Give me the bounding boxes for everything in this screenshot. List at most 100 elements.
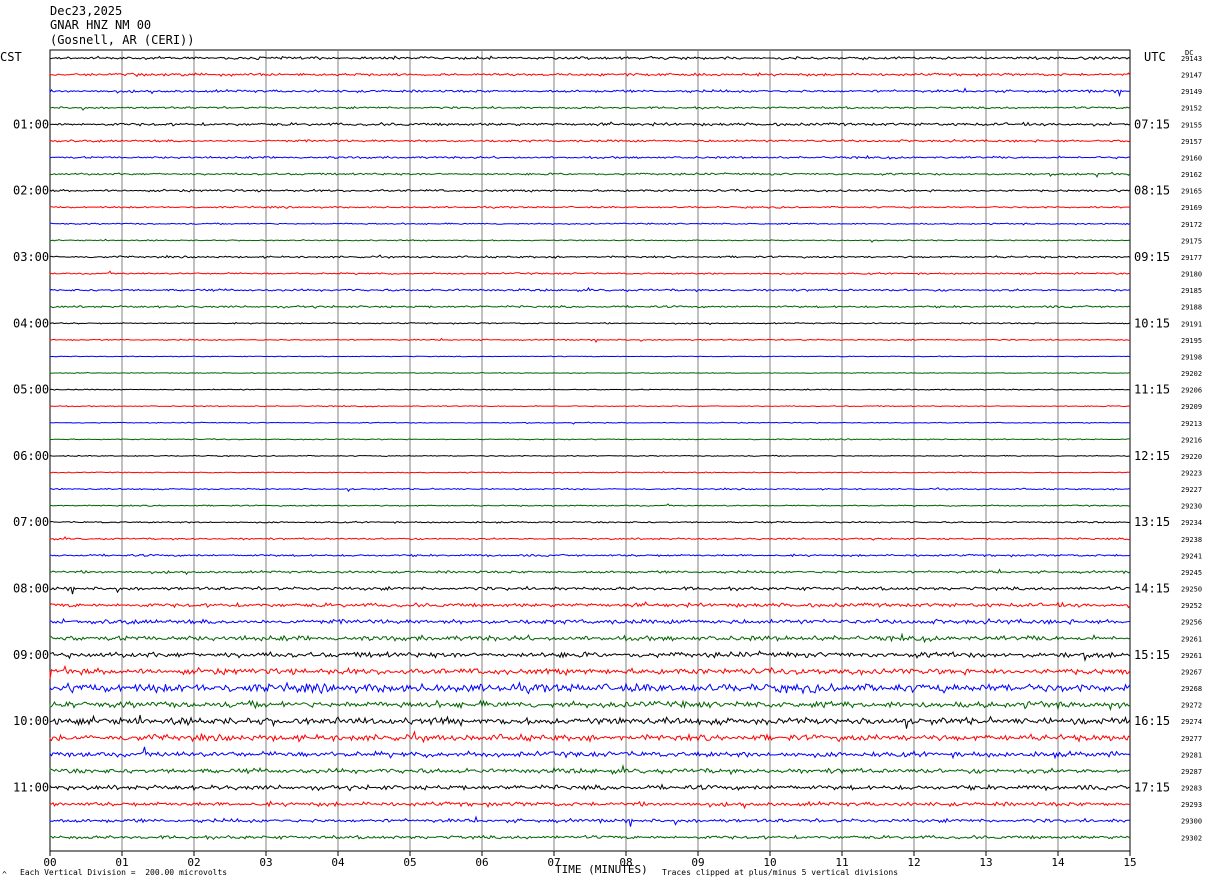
trace-line (49, 454, 1131, 458)
trace-line (49, 764, 1131, 776)
trace-line (49, 286, 1131, 293)
right-hour-label: 09:15 (1134, 250, 1170, 264)
left-hour-label: 01:00 (13, 117, 49, 131)
trace-line (49, 171, 1131, 178)
trace-line (49, 553, 1131, 558)
trace-line (49, 601, 1131, 609)
right-hour-label: 10:15 (1134, 316, 1170, 330)
trace-line (49, 632, 1131, 644)
x-tick-label: 01 (115, 856, 128, 869)
dc-offset-label: 29267 (1181, 668, 1202, 676)
dc-offset-label: 29256 (1181, 619, 1202, 627)
dc-offset-label: 29281 (1181, 751, 1202, 759)
trace-line (49, 355, 1131, 358)
dc-offset-label: 29252 (1181, 602, 1202, 610)
dc-offset-label: 29162 (1181, 171, 1202, 179)
dc-offset-label: 29302 (1181, 834, 1202, 842)
corner-mark: ^ (2, 870, 7, 879)
right-hour-label: 12:15 (1134, 449, 1170, 463)
trace-line (49, 105, 1131, 111)
trace-line (49, 585, 1131, 595)
trace-line (49, 650, 1131, 662)
trace-line (49, 388, 1131, 391)
x-tick-label: 07 (547, 856, 560, 869)
dc-offset-label: 29293 (1181, 801, 1202, 809)
left-hour-label: 09:00 (13, 648, 49, 662)
dc-offset-label: 29261 (1181, 635, 1202, 643)
dc-offset-label: 29209 (1181, 403, 1202, 411)
left-hour-label: 02:00 (13, 184, 49, 198)
x-tick-label: 05 (403, 856, 416, 869)
dc-offset-label: 29220 (1181, 453, 1202, 461)
left-timezone-label: CST (0, 50, 22, 64)
x-tick-label: 13 (979, 856, 992, 869)
trace-line (49, 404, 1131, 408)
dc-offset-label: 29165 (1181, 188, 1202, 196)
trace-line (49, 222, 1131, 226)
trace-line (49, 121, 1131, 127)
trace-line (49, 55, 1131, 61)
x-tick-label: 11 (835, 856, 848, 869)
x-tick-label: 15 (1123, 856, 1136, 869)
dc-offset-label: 29149 (1181, 88, 1202, 96)
x-tick-label: 04 (331, 856, 345, 869)
x-tick-label: 10 (763, 856, 776, 869)
dc-offset-label: 29223 (1181, 470, 1202, 478)
dc-offset-label: 29213 (1181, 420, 1202, 428)
dc-offset-label: 29188 (1181, 304, 1202, 312)
trace-line (49, 421, 1131, 425)
x-tick-label: 08 (619, 856, 632, 869)
dc-offset-label: 29198 (1181, 353, 1202, 361)
dc-offset-label: 29160 (1181, 154, 1202, 162)
right-hour-label: 11:15 (1134, 383, 1170, 397)
trace-line (49, 205, 1131, 210)
trace-line (49, 681, 1131, 695)
trace-line (49, 72, 1131, 78)
dc-offset-label: 29152 (1181, 105, 1202, 113)
x-tick-label: 00 (43, 856, 56, 869)
chart-date: Dec23,2025 (50, 4, 123, 18)
clip-note: Traces clipped at plus/minus 5 vertical … (662, 868, 899, 877)
dc-offset-label: 29195 (1181, 337, 1202, 345)
dc-offset-label: 29202 (1181, 370, 1202, 378)
trace-line (49, 714, 1131, 729)
left-hour-label: 06:00 (13, 449, 49, 463)
x-tick-label: 02 (187, 856, 200, 869)
dc-offset-label: 29238 (1181, 536, 1202, 544)
dc-offset-label: 29227 (1181, 486, 1202, 494)
trace-line (49, 337, 1131, 343)
x-axis-title: TIME (MINUTES) (555, 863, 648, 876)
trace-line (49, 188, 1131, 193)
dc-offset-label: 29216 (1181, 436, 1202, 444)
trace-line (49, 503, 1131, 508)
dc-offset-label: 29143 (1181, 55, 1202, 63)
trace-line (49, 730, 1131, 744)
right-hour-label: 07:15 (1134, 117, 1170, 131)
trace-line (49, 664, 1131, 680)
dc-offset-label: 29147 (1181, 72, 1202, 80)
right-timezone-label: UTC (1144, 50, 1166, 64)
dc-offset-label: 29177 (1181, 254, 1202, 262)
right-hour-label: 08:15 (1134, 184, 1170, 198)
trace-line (50, 568, 1131, 576)
trace-line (49, 254, 1131, 259)
trace-line (49, 520, 1131, 524)
dc-offset-label: 29172 (1181, 221, 1202, 229)
trace-line (49, 746, 1131, 760)
dc-offset-label: 29157 (1181, 138, 1202, 146)
x-tick-label: 09 (691, 856, 704, 869)
x-tick-label: 06 (475, 856, 488, 869)
x-tick-label: 14 (1051, 856, 1065, 869)
trace-line (49, 371, 1131, 375)
dc-offset-label: 29261 (1181, 652, 1202, 660)
left-hour-label: 07:00 (13, 515, 49, 529)
x-tick-label: 03 (259, 856, 272, 869)
dc-offset-label: 29169 (1181, 204, 1202, 212)
scale-note: Each Vertical Division = 200.00 microvol… (20, 868, 228, 877)
right-hour-label: 17:15 (1134, 781, 1170, 795)
left-hour-label: 08:00 (13, 582, 49, 596)
dc-offset-header: DC (1185, 49, 1194, 57)
trace-line (49, 487, 1131, 493)
trace-line (49, 438, 1130, 441)
